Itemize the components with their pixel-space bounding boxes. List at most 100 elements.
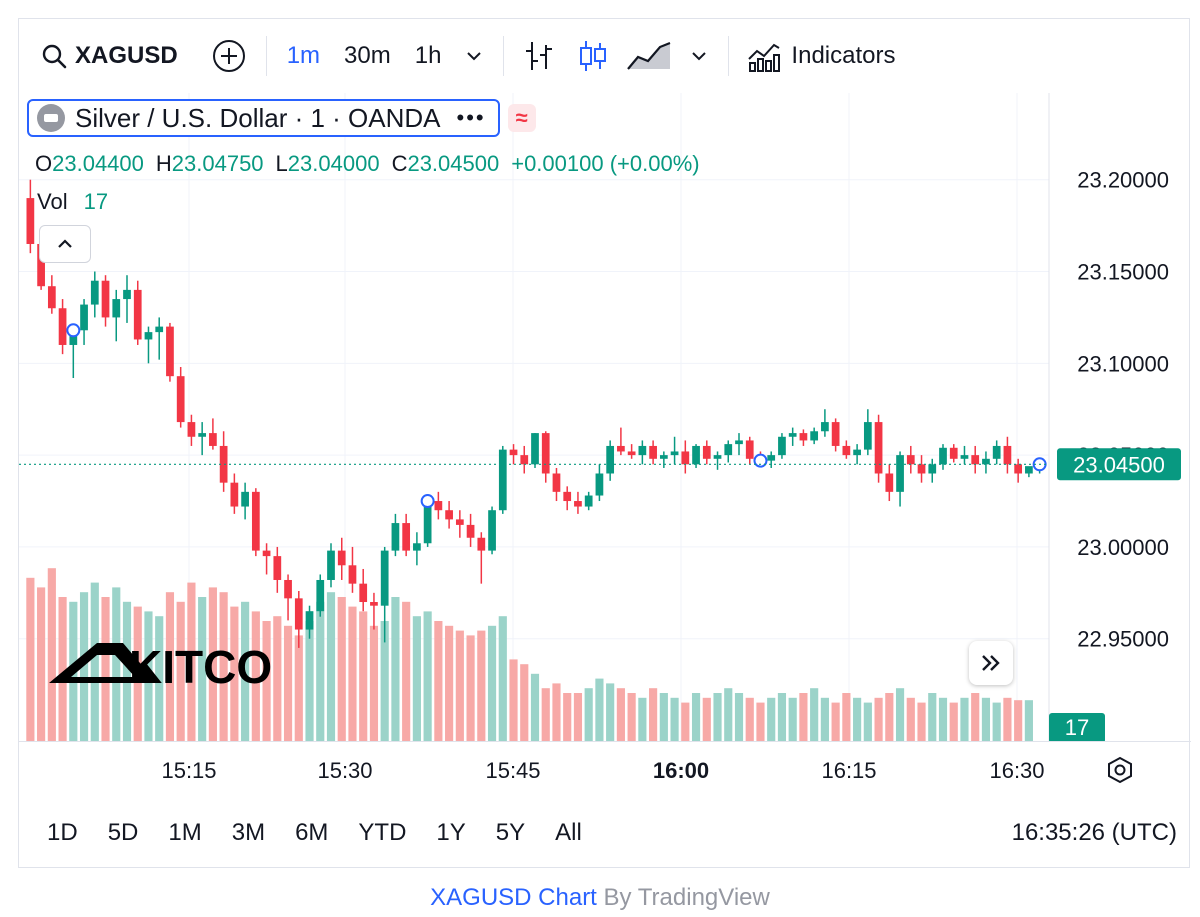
chart-link[interactable]: XAGUSD Chart: [430, 884, 597, 911]
utc-clock[interactable]: 16:35:26 (UTC): [1011, 819, 1177, 846]
symbol-search[interactable]: XAGUSD: [19, 36, 188, 76]
compare-wave-icon[interactable]: ≈: [507, 104, 536, 132]
indicators-icon: [748, 43, 781, 72]
legend-header: Silver / U.S. Dollar · 1 · OANDA ••• ≈: [27, 99, 536, 137]
candle-body: [230, 482, 239, 507]
candle-body: [1003, 445, 1012, 465]
volume-bar: [477, 630, 486, 741]
volume-bar: [487, 625, 497, 741]
candle-body: [434, 501, 443, 511]
volume-bar: [37, 587, 46, 741]
candle-body: [799, 433, 808, 441]
interval-dropdown[interactable]: [453, 36, 495, 76]
range-3m-button[interactable]: 3M: [231, 819, 266, 846]
volume-bar: [337, 597, 346, 741]
volume-label: Vol: [37, 189, 68, 214]
volume-bar: [101, 597, 110, 741]
open-value: 23.04400: [52, 151, 144, 176]
range-1y-button[interactable]: 1Y: [436, 819, 466, 846]
volume-bar: [165, 592, 175, 741]
candle-body: [874, 422, 883, 474]
price-tick-label: 23.15000: [1077, 260, 1169, 285]
volume-bar: [895, 688, 905, 741]
range-5d-button[interactable]: 5D: [107, 819, 139, 846]
volume-bar: [992, 702, 1001, 741]
volume-bar: [1024, 700, 1033, 741]
candle-body: [541, 433, 550, 474]
chart-pane[interactable]: KITCO23.2000023.1500023.1000023.0500023.…: [19, 93, 1191, 741]
candle-body: [681, 451, 690, 465]
volume-bar: [552, 683, 561, 741]
candle-body: [638, 445, 647, 456]
candle-body: [198, 433, 207, 437]
candle-body: [305, 611, 314, 630]
range-1m-button[interactable]: 1M: [168, 819, 202, 846]
volume-bar: [863, 702, 872, 741]
change-value: +0.00100 (+0.00%): [511, 151, 700, 176]
candle-body: [455, 519, 464, 525]
candle-body: [788, 433, 797, 437]
event-marker-icon: [420, 494, 435, 509]
volume-bar: [713, 693, 722, 741]
volume-bar: [455, 630, 464, 741]
settings-icon[interactable]: [1105, 755, 1135, 785]
ohlc-values: O23.04400 H23.04750 L23.04000 C23.04500 …: [35, 151, 700, 177]
candle-body: [26, 198, 35, 244]
volume-bar: [348, 606, 357, 741]
candle-body: [692, 445, 700, 465]
range-all-button[interactable]: All: [555, 819, 582, 846]
candles-style-button[interactable]: [566, 36, 620, 76]
candle-body: [531, 433, 539, 465]
candle-body: [724, 444, 733, 456]
volume-bar: [58, 597, 67, 741]
volume-bar: [853, 697, 862, 741]
volume-bar: [573, 693, 583, 741]
volume-value: 17: [83, 189, 109, 214]
volume-bar: [767, 697, 776, 741]
volume-bar: [724, 688, 733, 741]
candle-body: [380, 550, 389, 606]
interval-30m[interactable]: 30m: [344, 42, 391, 69]
time-axis[interactable]: 15:15 15:30 15:45 16:00 16:15 16:30: [19, 741, 1191, 797]
candle-body: [617, 445, 625, 452]
area-style-button[interactable]: [620, 36, 678, 76]
interval-1m[interactable]: 1m: [286, 42, 321, 69]
price-chart[interactable]: KITCO23.2000023.1500023.1000023.0500023.…: [19, 93, 1191, 741]
candle-body: [477, 537, 486, 551]
more-options-icon[interactable]: •••: [456, 105, 486, 130]
symbol-label: XAGUSD: [75, 42, 178, 69]
volume-bar: [820, 697, 829, 741]
volume-bar: [606, 683, 615, 741]
range-ytd-button[interactable]: YTD: [358, 819, 407, 846]
candle-body: [745, 440, 754, 459]
candle-body: [863, 422, 872, 450]
candle-body: [821, 422, 829, 432]
volume-bar: [691, 693, 701, 741]
range-1d-button[interactable]: 1D: [47, 819, 78, 846]
candle-body: [627, 451, 636, 456]
candle-body: [767, 455, 776, 461]
range-5y-button[interactable]: 5Y: [495, 819, 526, 846]
volume-bar: [563, 693, 572, 741]
symbol-title-box[interactable]: Silver / U.S. Dollar · 1 · OANDA •••: [27, 99, 500, 137]
candle-body: [971, 455, 980, 465]
volume-bar: [627, 693, 636, 741]
candle-body: [391, 523, 400, 551]
volume-bar: [1003, 697, 1012, 741]
interval-1h[interactable]: 1h: [414, 42, 442, 69]
volume-bar: [230, 606, 239, 741]
chart-type-dropdown[interactable]: [678, 36, 720, 76]
volume-bar: [874, 697, 883, 741]
volume-bar: [616, 688, 625, 741]
volume-bar: [756, 702, 765, 741]
candle-body: [359, 583, 368, 603]
compare-button[interactable]: [188, 36, 258, 76]
volume-bar: [659, 693, 668, 741]
scroll-to-realtime-button[interactable]: [969, 641, 1013, 685]
indicators-button[interactable]: Indicators: [737, 36, 905, 76]
collapse-legend-button[interactable]: [39, 225, 91, 263]
range-6m-button[interactable]: 6M: [295, 819, 329, 846]
volume-bar: [906, 697, 915, 741]
candle-body: [552, 473, 561, 492]
bars-style-button[interactable]: [512, 36, 566, 76]
